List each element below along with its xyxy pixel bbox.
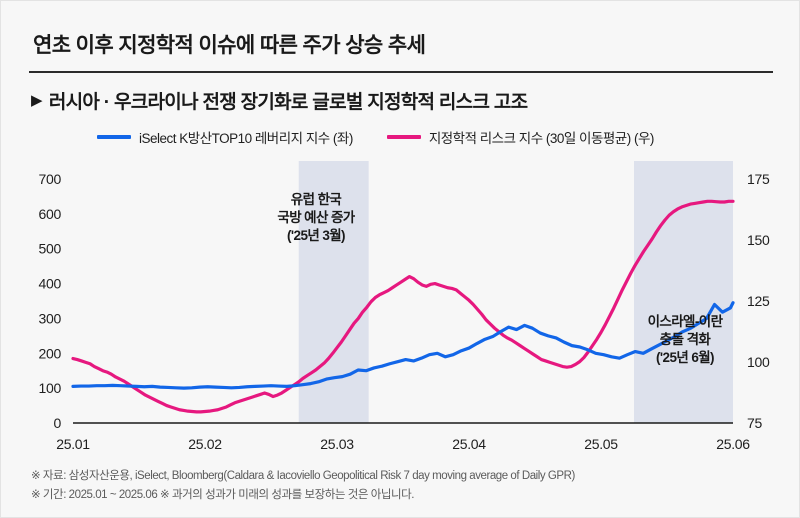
y-tick-right-100: 100 [747,354,770,370]
chart-plot-area: 0 100 200 300 400 500 600 700 75 100 125 150 175 25… [1,161,799,461]
legend-label-magenta: 지정학적 리스크 지수 (30일 이동평균) (우) [428,131,655,146]
annotation-june: 이스라엘-이란 충돌 격화 ('25년 6월) [625,313,745,368]
series-line-magenta [71,199,735,414]
y-tick-right-125: 125 [747,293,770,309]
series-line-blue [71,301,735,390]
y-tick-left-500: 500 [39,241,62,257]
chart-subtitle: ▶ 러시아 · 우크라이나 전쟁 장기화로 글로벌 지정학적 리스크 고조 [31,87,528,114]
y-tick-right-150: 150 [747,232,770,248]
annotation-march-line1: 유럽 한국 [290,192,342,207]
y-tick-left-100: 100 [39,380,62,396]
legend-swatch-blue [97,135,131,139]
title-divider [29,71,773,73]
triangle-marker-icon: ▶ [31,92,43,109]
y-tick-left-700: 700 [39,171,62,187]
footnote-period: ※ 기간: 2025.01 ~ 2025.06 ※ 과거의 성과가 미래의 성과… [31,488,415,501]
y-tick-left-200: 200 [39,345,62,361]
y-axis-left-ticks: 0 100 200 300 400 500 600 700 [39,171,62,431]
x-axis-ticks: 25.01 25.02 25.03 25.04 25.05 25.06 [56,436,750,452]
y-tick-left-0: 0 [54,415,62,431]
y-axis-right-ticks: 75 100 125 150 175 [747,171,770,431]
annotation-june-line2: 충돌 격화 [659,332,711,348]
chart-legend: iSelect K방산TOP10 레버리지 지수 (좌) 지정학적 리스크 지수… [97,127,654,147]
x-tick-25.05: 25.05 [584,436,618,452]
x-tick-25.04: 25.04 [452,436,486,452]
annotation-june-line1: 이스라엘-이란 [647,314,723,329]
annotation-march: 유럽 한국 국방 예산 증가 ('25년 3월) [263,191,369,246]
y-tick-right-175: 175 [747,171,770,187]
chart-svg: 0 100 200 300 400 500 600 700 75 100 125 150 175 25… [39,161,770,452]
x-tick-25.01: 25.01 [56,436,90,452]
legend-item-blue: iSelect K방산TOP10 레버리지 지수 (좌) [97,127,353,147]
annotation-march-line2: 국방 예산 증가 [277,210,355,226]
y-tick-left-300: 300 [39,310,62,326]
band-june [634,161,733,423]
annotation-june-line3: ('25년 6월) [656,350,715,366]
x-tick-25.02: 25.02 [188,436,222,452]
y-tick-right-75: 75 [747,415,762,431]
legend-label-blue: iSelect K방산TOP10 레버리지 지수 (좌) [139,131,353,146]
shaded-bands [298,161,733,423]
chart-subtitle-text: 러시아 · 우크라이나 전쟁 장기화로 글로벌 지정학적 리스크 고조 [48,92,528,113]
y-tick-left-400: 400 [39,276,62,292]
y-tick-left-600: 600 [39,206,62,222]
annotation-march-line3: ('25년 3월) [287,228,346,244]
chart-footnotes: ※ 자료: 삼성자산운용, iSelect, Bloomberg(Caldara… [31,467,575,505]
x-tick-25.06: 25.06 [716,436,750,452]
legend-item-magenta: 지정학적 리스크 지수 (30일 이동평균) (우) [386,127,655,147]
page-title: 연초 이후 지정학적 이슈에 따른 주가 상승 추세 [33,34,426,57]
footnote-source: ※ 자료: 삼성자산운용, iSelect, Bloomberg(Caldara… [31,470,575,482]
legend-swatch-magenta [386,135,421,139]
x-tick-25.03: 25.03 [320,436,354,452]
chart-series [71,199,735,414]
